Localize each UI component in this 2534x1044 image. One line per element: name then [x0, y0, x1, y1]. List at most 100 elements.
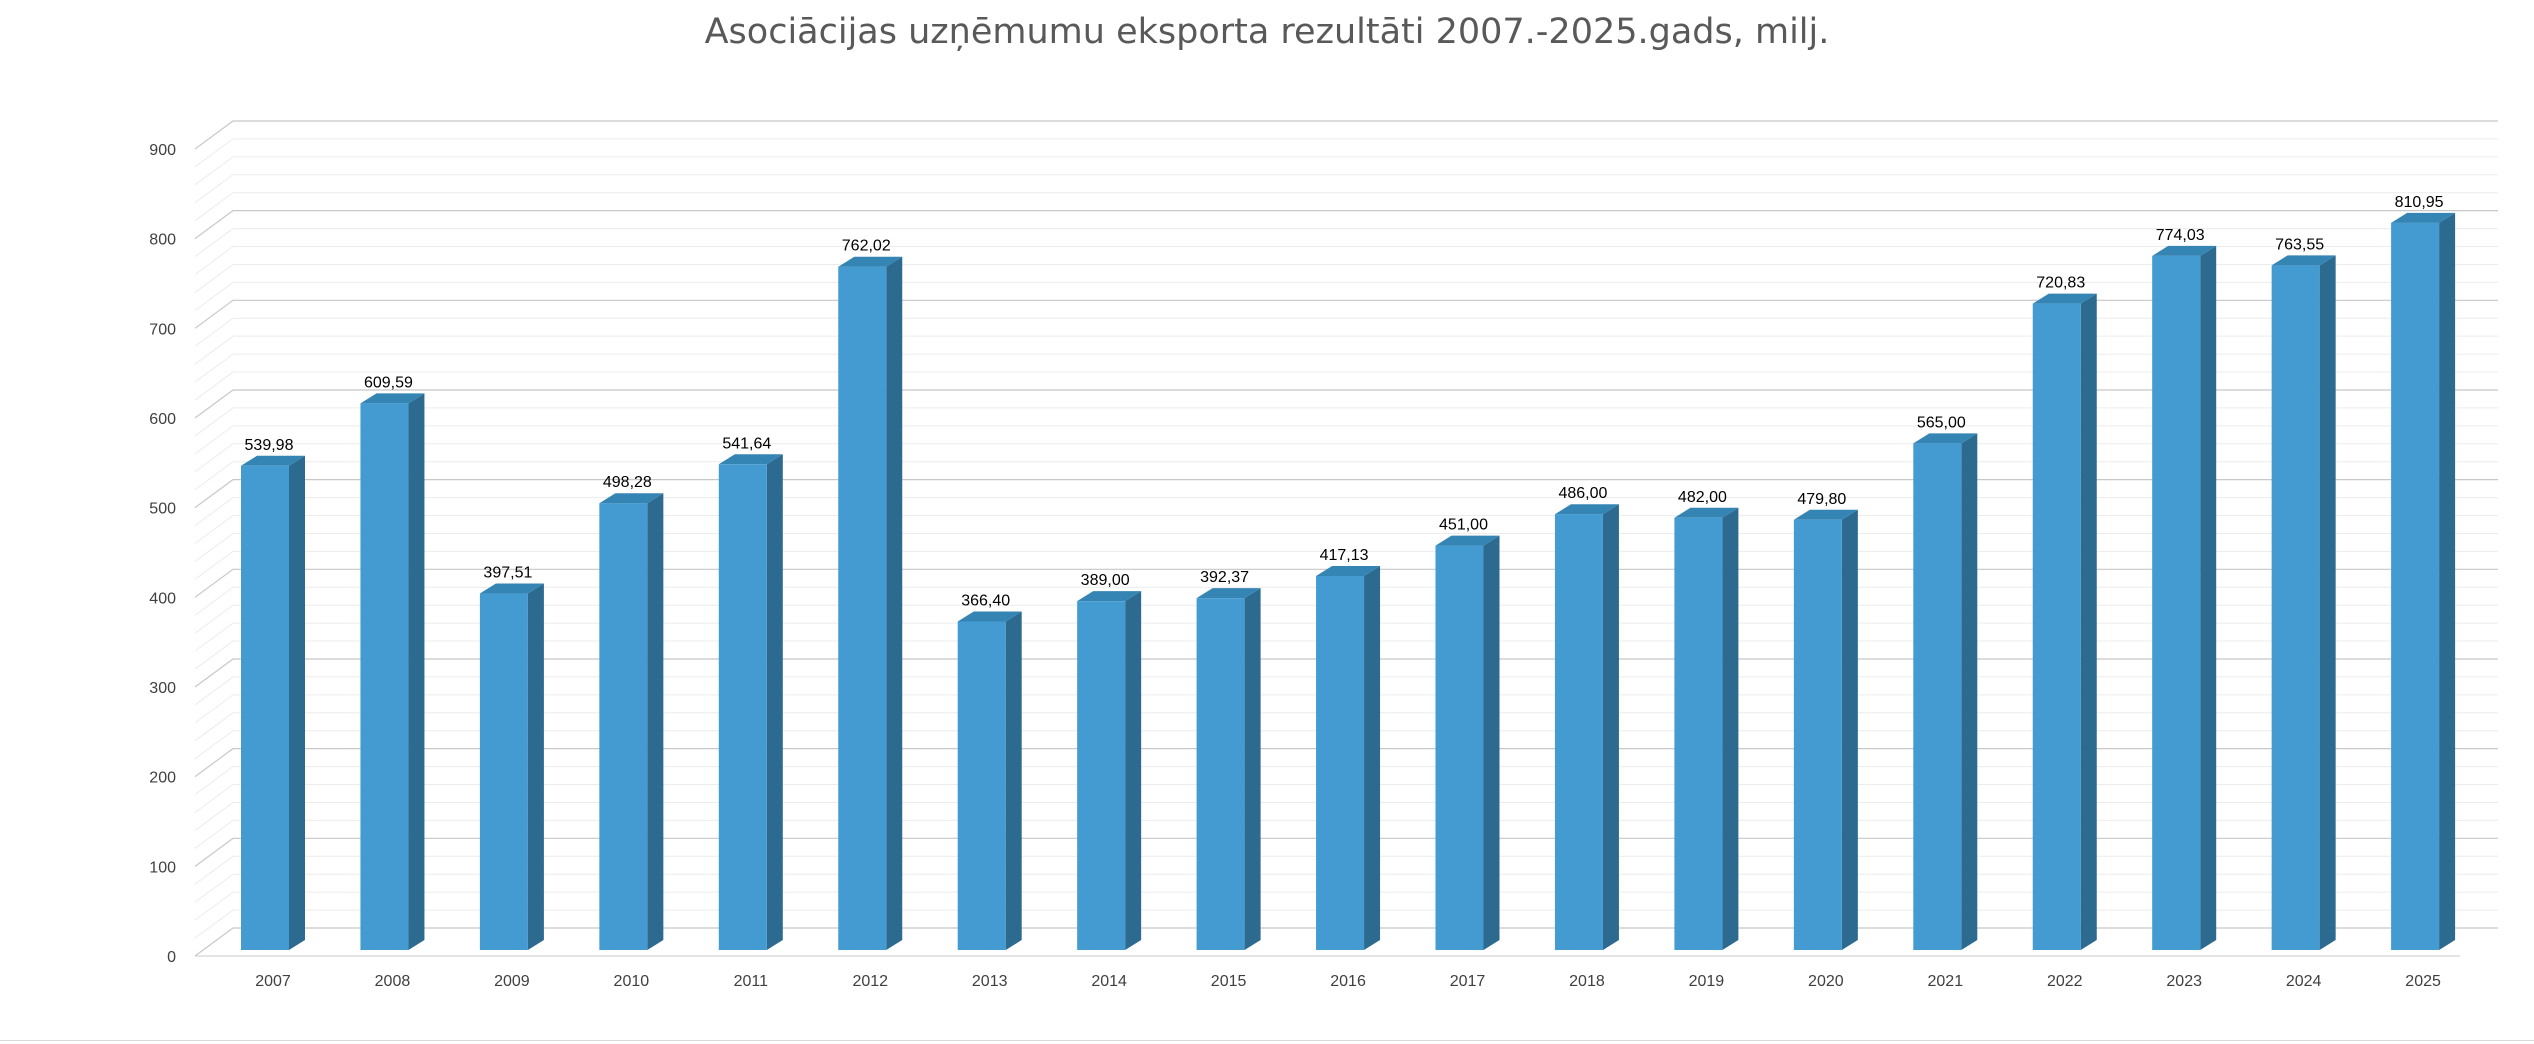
gridline-minor [194, 622, 2498, 652]
bar-side [1244, 588, 1261, 950]
gridline-major [194, 837, 2498, 867]
bar [479, 583, 544, 950]
bar-front [2271, 265, 2320, 950]
gridline-minor [194, 407, 2498, 437]
bar [957, 611, 1022, 950]
bar-front [1554, 514, 1603, 950]
gridline-major [194, 210, 2498, 240]
bar-top [1554, 504, 1619, 515]
gridline-minor [194, 532, 2498, 562]
gridline-major [194, 748, 2498, 778]
bar-top [241, 455, 305, 466]
x-tick-label: 2025 [2405, 973, 2441, 990]
bar [1793, 509, 1858, 950]
bar [2032, 293, 2097, 951]
data-label: 392,37 [1200, 569, 1249, 586]
gridline-major [194, 479, 2498, 509]
bar-top [1793, 509, 1858, 520]
bar [1674, 507, 1739, 950]
bar [1913, 433, 1978, 950]
bar-front [957, 621, 1006, 950]
bar [2271, 255, 2336, 951]
y-tick-label: 800 [149, 232, 176, 249]
y-tick-label: 0 [167, 949, 176, 966]
data-label: 763,55 [2275, 236, 2324, 253]
gridline-minor [194, 550, 2498, 580]
bar-top [2032, 293, 2097, 304]
x-tick-label: 2016 [1330, 973, 1366, 990]
bar-side [1602, 504, 1619, 950]
gridline-minor [194, 694, 2498, 724]
gridline-minor [194, 353, 2498, 383]
gridline-minor [194, 873, 2498, 903]
bar-front [2032, 303, 2081, 951]
gridline-minor [194, 640, 2498, 670]
x-tick-label: 2019 [1689, 973, 1725, 990]
bar-top [1913, 433, 1978, 444]
data-label: 720,83 [2036, 275, 2085, 292]
gridline-minor [194, 891, 2498, 921]
gridline-minor [194, 784, 2498, 813]
bar-top [599, 493, 664, 504]
bar-top [838, 256, 903, 267]
bar-top [1196, 588, 1261, 599]
bar-side [1722, 507, 1739, 950]
gridline-minor [194, 497, 2498, 526]
data-label: 810,95 [2395, 194, 2444, 211]
gridline-minor [194, 281, 2498, 311]
gridline-major [194, 299, 2498, 329]
gridline-major [194, 568, 2498, 598]
bar-front [1196, 598, 1245, 950]
y-tick-label: 900 [149, 142, 176, 159]
x-axis-ticks: 2007 2008 2009 2010 2011 2012 2013 2014 2015 2016… [255, 973, 2441, 990]
gridline-minor [194, 317, 2498, 347]
bar-top [1077, 591, 1142, 602]
x-tick-label: 2021 [1928, 973, 1964, 990]
x-tick-label: 2013 [972, 973, 1008, 990]
x-tick-label: 2022 [2047, 973, 2083, 990]
bar-top [479, 583, 544, 594]
gridline-minor [194, 425, 2498, 455]
y-tick-label: 100 [149, 859, 176, 876]
y-tick-label: 500 [149, 501, 176, 518]
gridline-minor [194, 263, 2498, 293]
bar [360, 393, 425, 951]
x-tick-label: 2015 [1211, 973, 1247, 990]
gridline-minor [194, 371, 2498, 401]
bar [1554, 504, 1619, 950]
gridline-major [194, 927, 2498, 957]
bar-side [1364, 565, 1381, 950]
gridline-minor [194, 138, 2498, 168]
bar [2152, 245, 2217, 950]
data-label: 774,03 [2156, 227, 2205, 244]
data-label: 541,64 [722, 435, 771, 452]
bar-front [1913, 443, 1962, 950]
data-label: 609,59 [364, 374, 413, 391]
bar-top [2152, 245, 2217, 256]
gridline-minor [194, 515, 2498, 544]
gridline-minor [194, 335, 2498, 365]
bar-top [1674, 507, 1739, 518]
y-axis-ticks: 0 100 200 300 400 500 600 700 800 900 [149, 142, 176, 966]
bar [2391, 212, 2456, 950]
data-label: 762,02 [842, 238, 891, 255]
bar-side [2439, 212, 2456, 950]
gridline-minor [194, 156, 2498, 186]
bar-side [1961, 433, 1978, 950]
gridline-minor [194, 604, 2498, 634]
bar-side [289, 455, 305, 950]
bar-top [957, 611, 1022, 622]
bottom-border [0, 1040, 2534, 1041]
data-label: 389,00 [1081, 572, 1130, 589]
data-label: 565,00 [1917, 414, 1966, 431]
gridline-minor [194, 461, 2498, 491]
bar-top [2391, 212, 2456, 223]
gridline-minor [194, 443, 2498, 473]
bar-side [766, 454, 783, 950]
bar-side [886, 256, 903, 950]
bar-side [2200, 245, 2217, 950]
x-tick-label: 2018 [1569, 973, 1605, 990]
bar-top [1316, 565, 1381, 576]
bar [1316, 565, 1381, 950]
data-labels: 539,98 609,59 397,51 498,28 541,64 762,02 366,… [245, 194, 2444, 610]
